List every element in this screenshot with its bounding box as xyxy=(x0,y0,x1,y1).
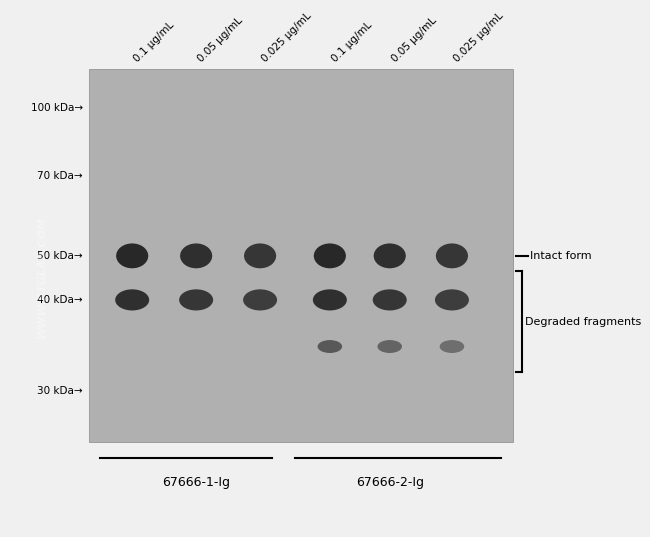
Ellipse shape xyxy=(243,289,277,310)
Ellipse shape xyxy=(435,289,469,310)
Ellipse shape xyxy=(179,289,213,310)
Ellipse shape xyxy=(374,243,406,268)
Ellipse shape xyxy=(372,289,407,310)
Ellipse shape xyxy=(115,289,150,310)
Text: 40 kDa→: 40 kDa→ xyxy=(37,295,83,305)
Ellipse shape xyxy=(436,243,468,268)
Ellipse shape xyxy=(314,243,346,268)
Text: Intact form: Intact form xyxy=(530,251,592,261)
FancyBboxPatch shape xyxy=(88,69,513,442)
Text: 50 kDa→: 50 kDa→ xyxy=(37,251,83,261)
Text: 67666-1-Ig: 67666-1-Ig xyxy=(162,476,230,489)
Text: 100 kDa→: 100 kDa→ xyxy=(31,103,83,113)
Ellipse shape xyxy=(180,243,212,268)
Text: 0.025 μg/mL: 0.025 μg/mL xyxy=(452,11,505,64)
Ellipse shape xyxy=(244,243,276,268)
Ellipse shape xyxy=(318,340,342,353)
Text: 67666-2-Ig: 67666-2-Ig xyxy=(356,476,424,489)
Ellipse shape xyxy=(439,340,464,353)
Ellipse shape xyxy=(378,340,402,353)
Text: 0.025 μg/mL: 0.025 μg/mL xyxy=(260,11,313,64)
Text: 0.05 μg/mL: 0.05 μg/mL xyxy=(390,16,439,64)
Text: 30 kDa→: 30 kDa→ xyxy=(37,386,83,396)
Text: Degraded fragments: Degraded fragments xyxy=(525,317,641,327)
Text: 0.1 μg/mL: 0.1 μg/mL xyxy=(132,20,176,64)
Text: 70 kDa→: 70 kDa→ xyxy=(37,171,83,180)
Text: 0.1 μg/mL: 0.1 μg/mL xyxy=(330,20,374,64)
Text: WWW.PTGLAB.COM: WWW.PTGLAB.COM xyxy=(37,215,47,338)
Ellipse shape xyxy=(313,289,347,310)
Text: 0.05 μg/mL: 0.05 μg/mL xyxy=(196,16,245,64)
Ellipse shape xyxy=(116,243,148,268)
